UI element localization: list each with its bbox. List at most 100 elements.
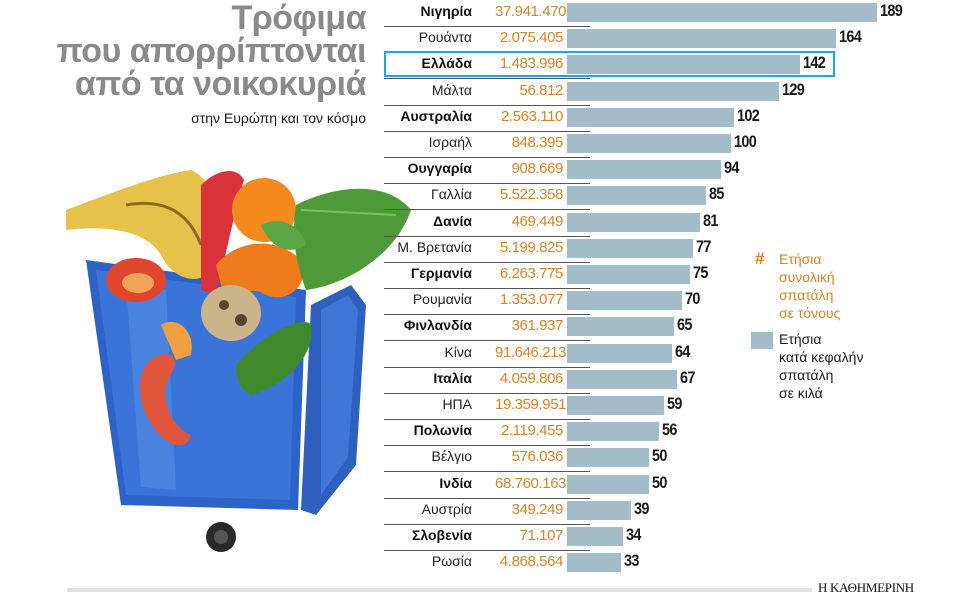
country-label: Δανία <box>433 212 472 229</box>
annual-tons-value: 5.522.358 <box>499 186 564 204</box>
annual-tons-value: 349.249 <box>511 500 564 518</box>
highlight-greece-box <box>384 51 835 77</box>
chart-row: Ισραήλ 848.395 100 <box>384 131 924 158</box>
per-capita-kg-value: 64 <box>675 341 690 361</box>
per-capita-bar <box>567 265 690 284</box>
country-label: Ρουμανία <box>412 291 472 308</box>
per-capita-kg-value: 75 <box>693 263 708 282</box>
chart-row: Φινλανδία 361.937 65 <box>384 314 924 342</box>
legend-per-capita-label: Ετήσια κατά κεφαλήν σπατάλη σε κιλά <box>779 331 864 401</box>
country-label: Κίνα <box>444 343 472 360</box>
per-capita-kg-value: 56 <box>662 420 677 440</box>
per-capita-bar <box>567 212 700 232</box>
per-capita-kg-value: 33 <box>624 551 639 571</box>
row-divider <box>384 78 590 80</box>
per-capita-bar <box>567 238 693 258</box>
annual-tons-value: 469.449 <box>511 212 564 230</box>
per-capita-kg-value: 50 <box>652 446 667 466</box>
chart-row: Ρουμανία 1.353.077 70 <box>384 288 924 316</box>
per-capita-bar <box>567 29 836 49</box>
per-capita-kg-value: 100 <box>734 132 757 151</box>
per-capita-bar <box>567 186 706 206</box>
per-capita-bar <box>567 55 800 75</box>
per-capita-kg-value: 59 <box>667 394 682 413</box>
chart-row: Αυστρία 349.249 39 <box>384 498 924 525</box>
country-label: Ουγγαρία <box>407 160 472 177</box>
per-capita-kg-value: 67 <box>680 367 695 387</box>
country-label: Αυστραλία <box>400 107 472 124</box>
chart-row: Ελλάδα 1.483.996 142 <box>384 52 924 80</box>
annual-tons-value: 848.395 <box>511 134 564 151</box>
annual-tons-value: 2.119.455 <box>500 422 563 440</box>
row-divider <box>384 392 590 394</box>
annual-tons-value: 4.868.564 <box>499 553 564 571</box>
country-label: Ινδία <box>439 474 472 491</box>
chart-row: Μ. Βρετανία 5.199.825 77 <box>384 236 924 263</box>
row-divider <box>384 550 590 551</box>
country-label: ΗΠΑ <box>442 396 472 412</box>
row-divider <box>384 523 590 525</box>
per-capita-bar <box>567 343 672 363</box>
per-capita-kg-value: 189 <box>880 1 903 20</box>
annual-tons-value: 91.646.213 <box>495 343 567 361</box>
row-divider <box>384 157 590 158</box>
chart-row: Ρωσία 4.868.564 33 <box>384 550 924 576</box>
per-capita-bar <box>567 291 682 311</box>
country-label: Αυστρία <box>421 500 472 517</box>
chart-row: Ιταλία 4.059.806 67 <box>384 367 924 394</box>
chart-row: Βέλγιο 576.036 50 <box>384 445 924 473</box>
annual-tons-value: 4.059.806 <box>499 369 564 387</box>
chart-row: Δανία 469.449 81 <box>384 210 924 237</box>
title-line-3: από τα νοικοκυριά <box>74 65 367 103</box>
per-capita-kg-value: 81 <box>703 210 718 230</box>
per-capita-bar <box>567 317 674 337</box>
row-divider <box>384 130 590 132</box>
annual-tons-value: 576.036 <box>511 448 564 466</box>
chart-row: Νιγηρία 37.941.470 189 <box>384 0 924 27</box>
country-label: Μάλτα <box>431 81 472 98</box>
food-waste-bin-illustration <box>66 170 411 552</box>
country-label: Ελλάδα <box>421 55 472 72</box>
chart-row: Ουγγαρία 908.669 94 <box>384 157 924 185</box>
country-label: Γερμανία <box>410 265 472 281</box>
per-capita-kg-value: 70 <box>685 289 700 309</box>
annual-tons-value: 1.353.077 <box>499 291 564 309</box>
annual-tons-value: 1.483.996 <box>499 55 564 73</box>
country-label: Γαλλία <box>430 186 472 203</box>
source-credit: Η ΚΑΘΗΜΕΡΙΝΗ <box>818 580 914 595</box>
per-capita-kg-value: 164 <box>839 27 862 47</box>
annual-tons-value: 2.075.405 <box>499 29 564 47</box>
annual-tons-value: 6.263.775 <box>499 265 564 282</box>
per-capita-bar <box>567 107 734 127</box>
annual-tons-value: 71.107 <box>519 527 564 544</box>
annual-tons-value: 68.760.163 <box>495 474 567 492</box>
per-capita-kg-value: 129 <box>782 79 805 99</box>
per-capita-kg-value: 50 <box>652 472 667 492</box>
country-label: Ρωσία <box>431 553 472 570</box>
row-divider <box>384 419 590 420</box>
chart-row: Σλοβενία 71.107 34 <box>384 524 924 551</box>
chart-row: Ρουάντα 2.075.405 164 <box>384 26 924 54</box>
country-label: Σλοβενία <box>411 527 472 543</box>
annual-tons-value: 56.812 <box>519 81 564 99</box>
chart-subtitle: στην Ευρώπη και τον κόσμο <box>191 110 366 126</box>
row-divider <box>384 288 590 289</box>
chart-row: Γαλλία 5.522.358 85 <box>384 183 924 211</box>
per-capita-kg-value: 94 <box>724 158 739 178</box>
per-capita-bar <box>567 81 779 101</box>
country-label: Μ. Βρετανία <box>397 238 472 255</box>
per-capita-bar <box>567 422 659 442</box>
chart-row: Κίνα 91.646.213 64 <box>384 341 924 368</box>
per-capita-kg-value: 34 <box>626 525 641 544</box>
chart-row: Πολωνία 2.119.455 56 <box>384 419 924 447</box>
chart-row: Ινδία 68.760.163 50 <box>384 472 924 499</box>
footer-rule <box>67 588 812 592</box>
country-label: Βέλγιο <box>431 448 472 465</box>
title-line-2: που απορρίπτονται <box>56 32 367 70</box>
row-divider <box>384 445 590 447</box>
annual-tons-value: 19.359.951 <box>495 396 567 413</box>
per-capita-bar <box>567 134 731 153</box>
country-label: Πολωνία <box>413 422 472 439</box>
row-divider <box>384 261 590 263</box>
row-divider <box>384 209 590 211</box>
